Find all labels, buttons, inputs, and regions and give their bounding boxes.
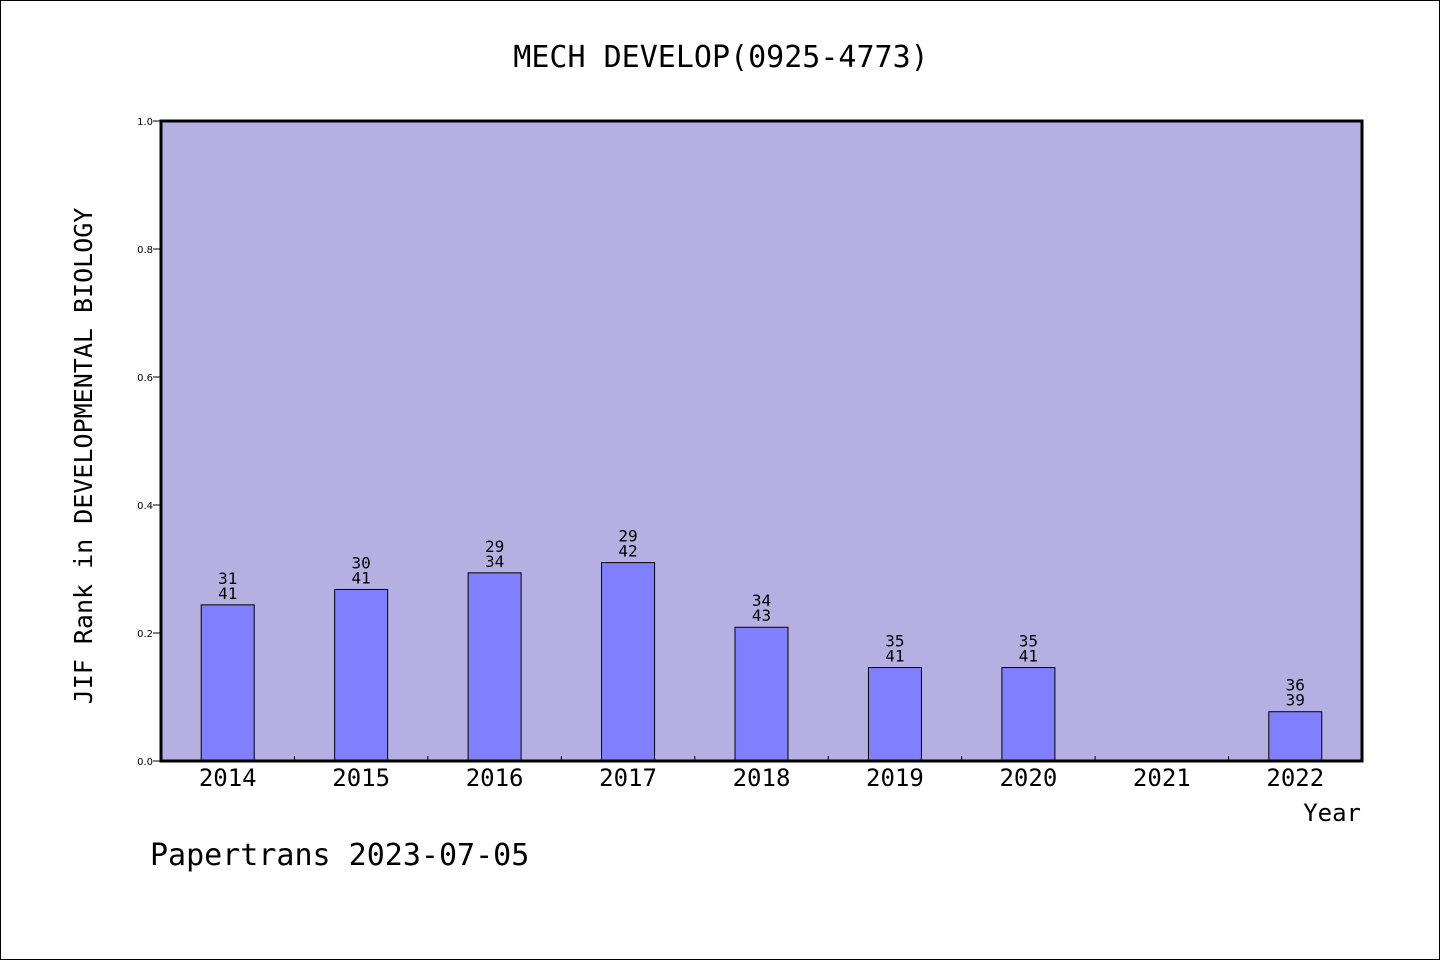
bar-2018 bbox=[734, 626, 789, 762]
bar-rank-label: 29 bbox=[485, 537, 504, 556]
bar-total-label: 41 bbox=[218, 584, 237, 603]
x-tick-label: 2016 bbox=[466, 764, 524, 792]
bar-2015 bbox=[334, 588, 389, 762]
y-axis-label: JIF Rank in DEVELOPMENTAL BIOLOGY bbox=[69, 208, 98, 705]
bar-rank-label: 36 bbox=[1286, 676, 1305, 695]
x-axis-label: Year bbox=[1303, 799, 1361, 827]
y-tick-label: 1.0 bbox=[137, 117, 153, 128]
bar-total-label: 34 bbox=[485, 552, 504, 571]
bar-total-label: 41 bbox=[1019, 647, 1038, 666]
x-tick-label: 2022 bbox=[1266, 764, 1324, 792]
bar-rank-label: 30 bbox=[352, 553, 371, 572]
bar-2014 bbox=[200, 604, 255, 762]
bar-2016 bbox=[467, 572, 522, 762]
x-tick-label: 2019 bbox=[866, 764, 924, 792]
x-tick-label: 2017 bbox=[599, 764, 657, 792]
bar-2019 bbox=[867, 667, 922, 762]
y-tick-label: 0.6 bbox=[137, 373, 153, 384]
bar-rank-label: 31 bbox=[218, 569, 237, 588]
x-tick-label: 2015 bbox=[332, 764, 390, 792]
y-tick-label: 0.8 bbox=[137, 245, 153, 256]
chart-title: MECH DEVELOP(0925-4773) bbox=[513, 40, 928, 75]
bar-2022 bbox=[1268, 711, 1323, 762]
y-tick-label: 0.2 bbox=[137, 629, 153, 640]
x-tick-label: 2020 bbox=[999, 764, 1057, 792]
bar-total-label: 41 bbox=[885, 647, 904, 666]
bar-total-label: 41 bbox=[352, 568, 371, 587]
bar-rank-label: 34 bbox=[752, 591, 771, 610]
x-tick-label: 2021 bbox=[1133, 764, 1191, 792]
plot-area: 0.00.20.40.60.81.03141201430412015293420… bbox=[137, 117, 1364, 792]
y-tick-label: 0.4 bbox=[137, 501, 153, 512]
footer-credit: Papertrans 2023-07-05 bbox=[150, 838, 529, 873]
x-tick-label: 2018 bbox=[733, 764, 791, 792]
bar-total-label: 42 bbox=[618, 542, 637, 561]
bar-total-label: 39 bbox=[1286, 691, 1305, 710]
bar-total-label: 43 bbox=[752, 606, 771, 625]
x-tick-label: 2014 bbox=[199, 764, 257, 792]
bar-2020 bbox=[1001, 667, 1056, 762]
bar-rank-label: 35 bbox=[1019, 632, 1038, 651]
bar-rank-label: 35 bbox=[885, 632, 904, 651]
bar-rank-label: 29 bbox=[618, 527, 637, 546]
y-tick-label: 0.0 bbox=[137, 757, 153, 768]
plot-border bbox=[159, 119, 1364, 763]
bar-2017 bbox=[601, 562, 656, 762]
